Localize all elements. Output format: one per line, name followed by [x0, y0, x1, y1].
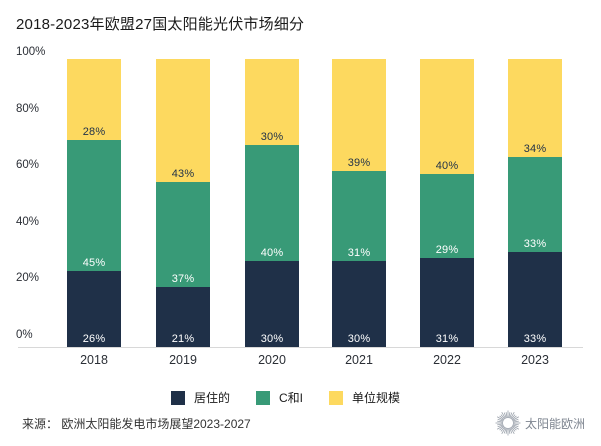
segment-value-label: 29%	[435, 243, 459, 256]
source-note: 来源： 欧洲太阳能发电市场展望2023-2027	[22, 417, 251, 431]
segment-单位规模-2023: 34%	[508, 58, 562, 157]
segment-居住的-2019: 21%	[156, 287, 210, 347]
segment-value-label: 30%	[260, 333, 284, 345]
segment-C和I-2022: 29%	[420, 174, 474, 258]
segment-value-label: 31%	[435, 333, 459, 345]
bar-2022: 40% 29% 31%	[420, 58, 474, 347]
x-axis-line	[18, 347, 583, 348]
segment-单位规模-2019: 43%	[156, 58, 210, 182]
y-axis-tick-label: 0%	[16, 329, 33, 341]
brand-logo: 太阳能欧洲	[495, 410, 585, 436]
chart-title: 2018-2023年欧盟27国太阳能光伏市场细分	[16, 16, 305, 33]
bar-2019: 43% 37% 21%	[156, 58, 210, 347]
legend-item-居住的: 居住的	[170, 389, 230, 406]
segment-value-label: 30%	[260, 131, 284, 144]
segment-value-label: 43%	[171, 167, 195, 180]
segment-value-label: 26%	[82, 333, 106, 345]
segment-value-label: 28%	[82, 126, 106, 139]
legend-item-C和I: C和I	[255, 389, 303, 406]
segment-value-label: 40%	[260, 246, 284, 259]
segment-居住的-2023: 33%	[508, 251, 562, 347]
legend-label: 单位规模	[352, 391, 401, 405]
segment-C和I-2023: 33%	[508, 156, 562, 252]
x-axis-tick-label: 2020	[258, 353, 286, 367]
segment-居住的-2021: 30%	[332, 260, 386, 347]
segment-value-label: 37%	[171, 273, 195, 286]
segment-单位规模-2020: 30%	[245, 58, 299, 146]
segment-C和I-2020: 40%	[245, 145, 299, 261]
segment-value-label: 45%	[82, 257, 106, 270]
segment-单位规模-2022: 40%	[420, 58, 474, 175]
segment-value-label: 21%	[171, 333, 195, 345]
bar-2023: 34% 33% 33%	[508, 58, 562, 347]
x-axis-tick-label: 2022	[433, 353, 461, 367]
segment-单位规模-2018: 28%	[67, 58, 121, 141]
segment-C和I-2021: 31%	[332, 171, 386, 261]
x-axis-tick-label: 2023	[521, 353, 549, 367]
segment-value-label: 34%	[523, 142, 547, 155]
legend-swatch	[170, 390, 185, 405]
segment-value-label: 33%	[523, 333, 547, 345]
y-axis-tick-label: 80%	[16, 102, 40, 115]
legend: 居住的 C和I 单位规模	[0, 389, 586, 406]
segment-value-label: 33%	[523, 237, 547, 250]
segment-C和I-2019: 37%	[156, 181, 210, 288]
legend-label: 居住的	[193, 391, 230, 405]
x-axis-tick-label: 2019	[169, 353, 197, 367]
x-axis-tick-label: 2021	[345, 353, 373, 367]
segment-value-label: 30%	[347, 333, 371, 345]
segment-value-label: 31%	[347, 246, 371, 259]
legend-label: C和I	[278, 391, 303, 405]
x-axis-tick-label: 2018	[80, 353, 108, 367]
y-axis-tick-label: 100%	[16, 46, 46, 58]
y-axis-tick-label: 60%	[16, 159, 40, 172]
segment-居住的-2022: 31%	[420, 257, 474, 347]
segment-C和I-2018: 45%	[67, 140, 121, 272]
brand-name: 太阳能欧洲	[524, 416, 585, 431]
bar-2020: 30% 40% 30%	[245, 58, 299, 347]
legend-swatch	[255, 390, 270, 405]
legend-swatch	[329, 390, 343, 405]
legend-item-单位规模: 单位规模	[329, 389, 400, 406]
bar-2021: 39% 31% 30%	[332, 58, 386, 347]
segment-单位规模-2021: 39%	[332, 58, 386, 172]
sunburst-icon	[495, 410, 521, 436]
segment-居住的-2020: 30%	[245, 260, 299, 347]
y-axis-tick-label: 20%	[16, 272, 40, 285]
bar-2018: 28% 45% 26%	[67, 58, 121, 347]
segment-value-label: 39%	[347, 157, 371, 170]
segment-居住的-2018: 26%	[67, 271, 121, 347]
segment-value-label: 40%	[435, 160, 459, 173]
y-axis-tick-label: 40%	[16, 215, 40, 228]
